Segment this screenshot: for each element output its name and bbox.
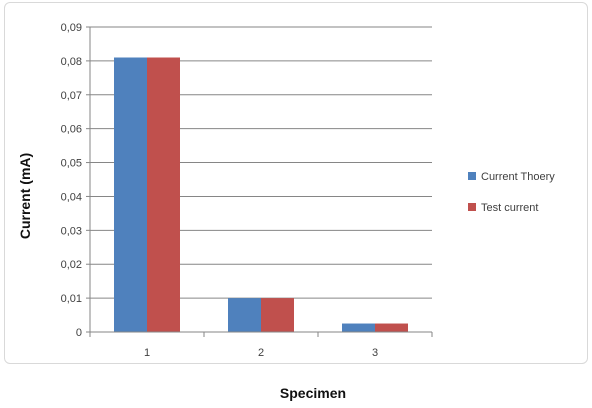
y-tick-label: 0,06 <box>61 124 82 136</box>
axes <box>89 27 432 333</box>
y-tick-label: 0,07 <box>61 90 82 102</box>
bar <box>228 298 261 332</box>
x-axis-title: Specimen <box>280 385 346 401</box>
x-axis-ticks: 1 2 3 <box>89 332 433 359</box>
legend-label: Current Thoery <box>481 171 555 183</box>
legend: Current Thoery Test current <box>468 171 555 214</box>
y-axis-ticks: 0 0,01 0,02 0,03 0,04 0,05 0,06 0,07 0,08 0,09 <box>61 22 90 339</box>
x-tick-label: 1 <box>144 347 150 359</box>
bar <box>342 323 375 332</box>
legend-item: Current Thoery <box>468 171 555 183</box>
legend-swatch-test-current <box>468 203 476 211</box>
y-axis-title: Current (mA) <box>17 153 33 239</box>
legend-item: Test current <box>468 202 538 214</box>
x-tick-label: 2 <box>258 347 264 359</box>
y-tick-label: 0,02 <box>61 259 82 271</box>
y-tick-label: 0,08 <box>61 56 82 68</box>
bar <box>375 323 408 332</box>
legend-label: Test current <box>481 202 538 214</box>
bar <box>114 57 147 332</box>
y-tick-label: 0 <box>76 327 82 339</box>
bar <box>147 57 180 332</box>
chart-frame <box>4 2 588 364</box>
legend-swatch-current-thoery <box>468 172 476 180</box>
y-tick-label: 0,01 <box>61 293 82 305</box>
bars <box>114 57 408 332</box>
y-tick-label: 0,03 <box>61 225 82 237</box>
x-tick-label: 3 <box>372 347 378 359</box>
y-tick-label: 0,04 <box>61 191 82 203</box>
bar <box>261 298 294 332</box>
y-tick-label: 0,05 <box>61 158 82 170</box>
y-tick-label: 0,09 <box>61 22 82 34</box>
